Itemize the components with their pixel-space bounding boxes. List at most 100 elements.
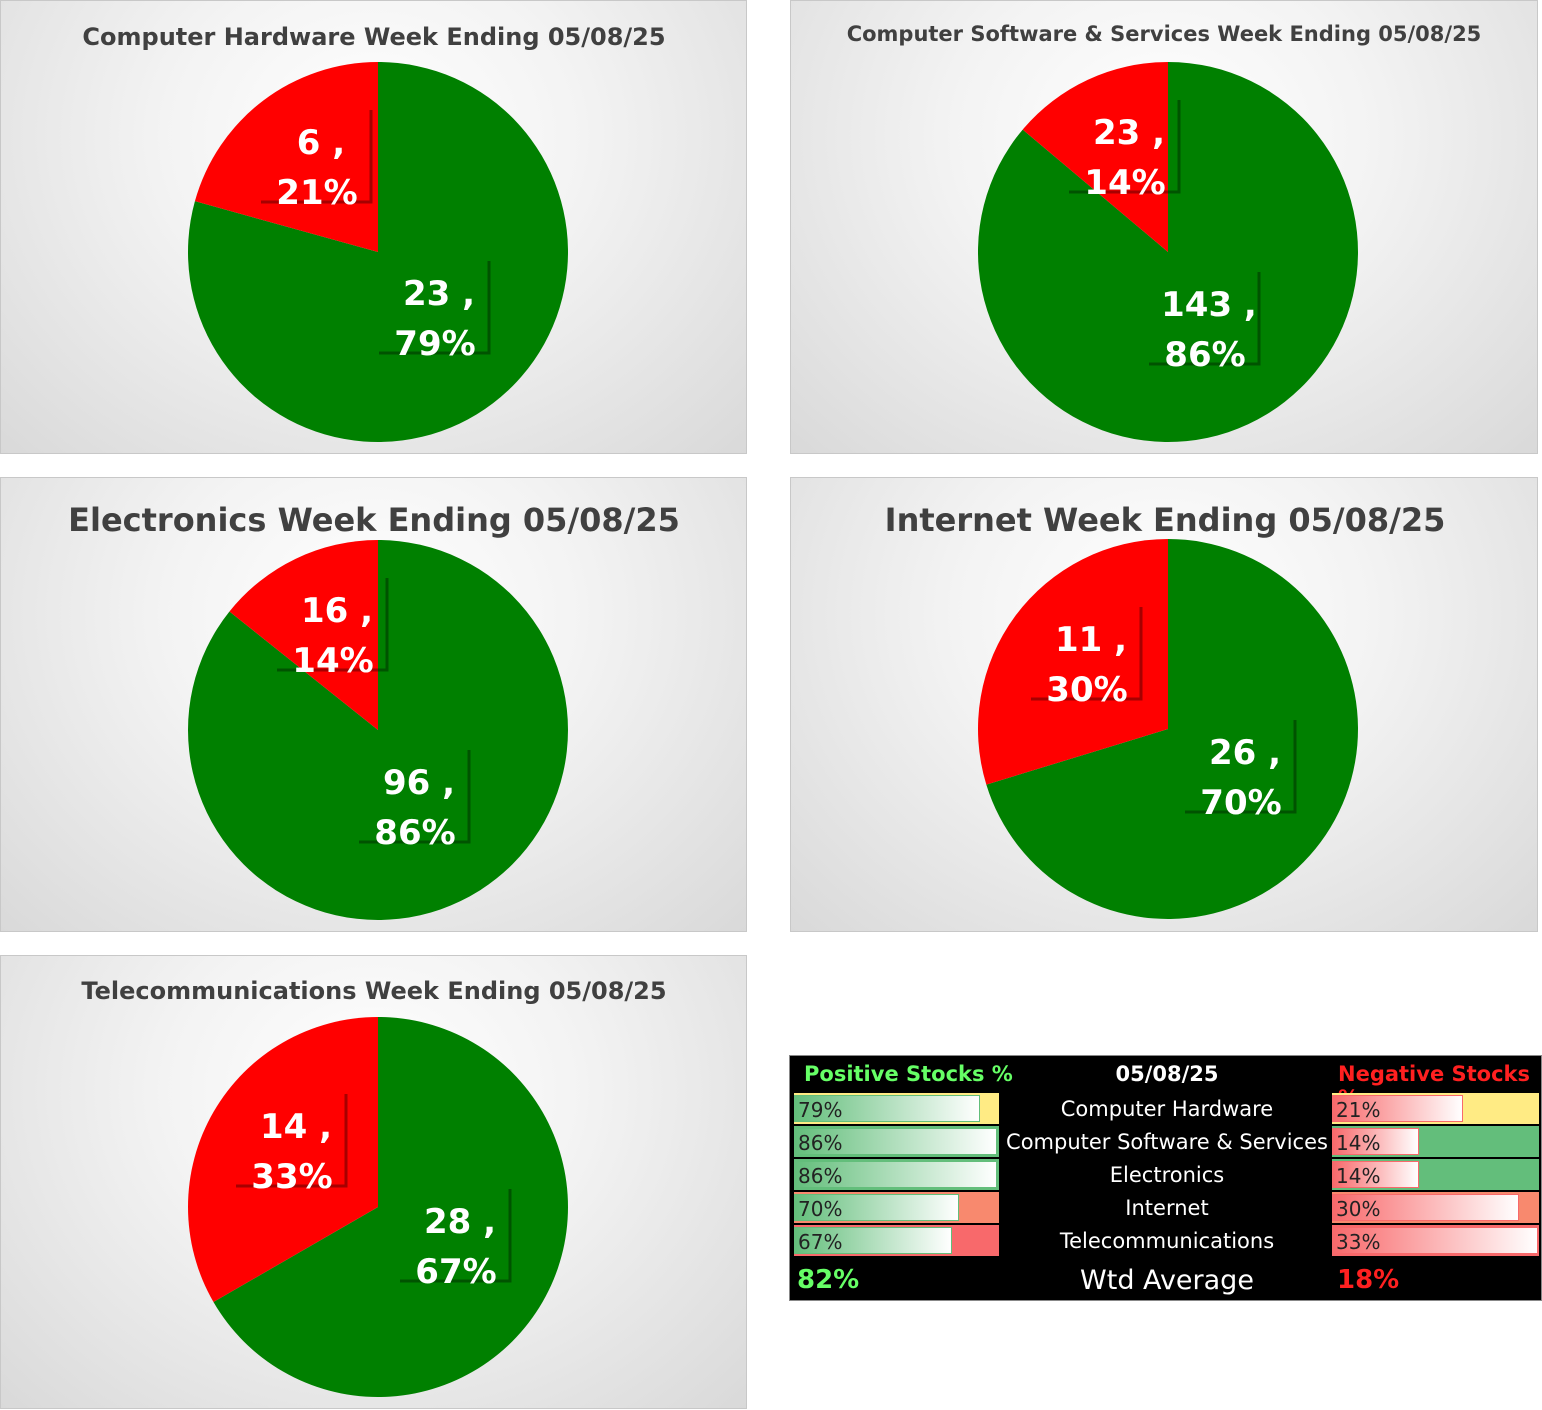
data-label-positive-percent: 70% <box>1200 783 1281 823</box>
positive-cell: 70% <box>794 1192 999 1223</box>
data-label-positive-count: 143 , <box>1161 285 1257 325</box>
data-label-negative-percent: 33% <box>251 1157 332 1197</box>
pie-svg: Telecommunications Week Ending 05/08/25 … <box>81 977 667 1397</box>
negative-data-bar <box>1332 1128 1420 1155</box>
data-label-negative-count: 6 , <box>297 123 345 163</box>
data-label-positive-count: 26 , <box>1209 733 1281 773</box>
negative-data-bar <box>1332 1194 1520 1221</box>
positive-value: 67% <box>798 1230 843 1254</box>
pie-slice-negative <box>1022 62 1168 252</box>
data-label-shadow <box>236 1094 348 1188</box>
pie-slice-negative <box>194 62 378 252</box>
chart-title: Internet Week Ending 05/08/25 <box>885 501 1446 539</box>
chart-title: Telecommunications Week Ending 05/08/25 <box>81 977 666 1005</box>
chart-title: Electronics Week Ending 05/08/25 <box>68 501 680 539</box>
negative-cell: 14% <box>1332 1159 1539 1190</box>
data-label-shadow <box>400 1189 512 1283</box>
positive-cell: 67% <box>794 1225 999 1256</box>
positive-data-bar <box>794 1095 981 1122</box>
pie-slices <box>978 62 1358 442</box>
data-label-positive-percent: 86% <box>374 813 455 853</box>
wtd-positive-value: 82% <box>797 1265 860 1295</box>
pie-slice-negative <box>187 1017 378 1302</box>
data-label-positive-percent: 67% <box>415 1252 496 1292</box>
negative-value: 30% <box>1336 1197 1381 1221</box>
negative-value: 21% <box>1336 1098 1381 1122</box>
summary-table: Positive Stocks % 05/08/25 Negative Stoc… <box>789 1055 1542 1301</box>
date-header: 05/08/25 <box>1115 1062 1219 1086</box>
pie-labels: 23 , 79% 6 , 21% <box>261 110 491 364</box>
pie-slices <box>187 1017 568 1397</box>
pie-svg: Electronics Week Ending 05/08/25 96 , 86%… <box>68 501 680 920</box>
negative-cell: 21% <box>1332 1093 1539 1124</box>
category-name: Internet <box>1125 1196 1209 1220</box>
pie-slice-negative <box>978 539 1168 785</box>
positive-data-bar <box>794 1128 997 1155</box>
data-label-positive-percent: 79% <box>394 324 475 364</box>
positive-value: 79% <box>798 1098 843 1122</box>
pie-svg: Computer Hardware Week Ending 05/08/25 2… <box>82 23 666 442</box>
data-label-shadow <box>379 261 491 355</box>
pie-labels: 143 , 86% 23 , 14% <box>1069 100 1261 375</box>
pie-slice-positive <box>187 540 568 920</box>
pie-slice-negative <box>229 540 378 730</box>
positive-cell: 86% <box>794 1126 999 1157</box>
positive-header: Positive Stocks % <box>804 1062 1013 1086</box>
data-label-negative-percent: 21% <box>276 173 357 213</box>
pie-slice-positive <box>213 1017 568 1397</box>
negative-data-bar <box>1332 1161 1420 1188</box>
pie-chart-computer-hardware: Computer Hardware Week Ending 05/08/25 2… <box>0 0 747 454</box>
pie-slices <box>187 62 569 442</box>
pie-chart-internet: Internet Week Ending 05/08/25 26 , 70% 11 … <box>790 477 1538 932</box>
negative-data-bar <box>1332 1095 1464 1122</box>
data-label-negative-percent: 14% <box>292 641 373 681</box>
data-label-negative-percent: 14% <box>1084 163 1165 203</box>
positive-value: 86% <box>798 1164 843 1188</box>
category-name: Telecommunications <box>1059 1229 1275 1253</box>
data-label-negative-count: 11 , <box>1055 620 1127 660</box>
wtd-negative-value: 18% <box>1337 1265 1400 1295</box>
wtd-average-label: Wtd Average <box>1080 1265 1254 1296</box>
data-label-shadow <box>261 110 373 204</box>
data-label-positive-count: 96 , <box>383 763 455 803</box>
negative-value: 33% <box>1336 1230 1381 1254</box>
pie-svg: Internet Week Ending 05/08/25 26 , 70% 11 … <box>885 501 1446 919</box>
data-label-positive-percent: 86% <box>1164 335 1245 375</box>
negative-cell: 30% <box>1332 1192 1539 1223</box>
data-label-negative-count: 23 , <box>1093 113 1165 153</box>
data-label-positive-count: 23 , <box>403 274 475 314</box>
summary-row: 70% Internet 30% <box>792 1191 1539 1224</box>
category-name: Electronics <box>1109 1163 1225 1187</box>
summary-row: 79% Computer Hardware 21% <box>792 1092 1539 1125</box>
summary-row: 86% Computer Software & Services 14% <box>792 1125 1539 1158</box>
negative-cell: 14% <box>1332 1126 1539 1157</box>
data-label-shadow <box>1149 272 1261 366</box>
negative-data-bar <box>1332 1227 1538 1254</box>
pie-slices <box>187 540 568 920</box>
pie-slice-positive <box>986 539 1358 919</box>
data-label-shadow <box>1185 720 1297 814</box>
pie-svg: Computer Software & Services Week Ending… <box>847 22 1482 442</box>
positive-data-bar <box>794 1161 997 1188</box>
data-label-negative-count: 14 , <box>260 1107 332 1147</box>
negative-value: 14% <box>1336 1131 1381 1155</box>
positive-cell: 79% <box>794 1093 999 1124</box>
data-label-negative-percent: 30% <box>1046 670 1127 710</box>
data-label-shadow <box>1031 607 1143 701</box>
pie-labels: 26 , 70% 11 , 30% <box>1031 607 1297 823</box>
summary-row: 86% Electronics 14% <box>792 1158 1539 1191</box>
positive-data-bar <box>794 1227 953 1254</box>
pie-labels: 96 , 86% 16 , 14% <box>277 578 471 853</box>
data-label-shadow <box>277 578 389 672</box>
pie-chart-electronics: Electronics Week Ending 05/08/25 96 , 86%… <box>0 477 747 932</box>
data-label-negative-count: 16 , <box>301 591 373 631</box>
data-label-positive-count: 28 , <box>424 1202 496 1242</box>
pie-chart-computer-software-services: Computer Software & Services Week Ending… <box>790 0 1538 454</box>
chart-title: Computer Software & Services Week Ending… <box>847 22 1482 46</box>
pie-chart-telecommunications: Telecommunications Week Ending 05/08/25 … <box>0 955 747 1409</box>
positive-cell: 86% <box>794 1159 999 1190</box>
data-label-shadow <box>1069 100 1181 194</box>
summary-row: 67% Telecommunications 33% <box>792 1224 1539 1257</box>
negative-cell: 33% <box>1332 1225 1539 1256</box>
summary-header-row: Positive Stocks % 05/08/25 Negative Stoc… <box>792 1058 1539 1110</box>
